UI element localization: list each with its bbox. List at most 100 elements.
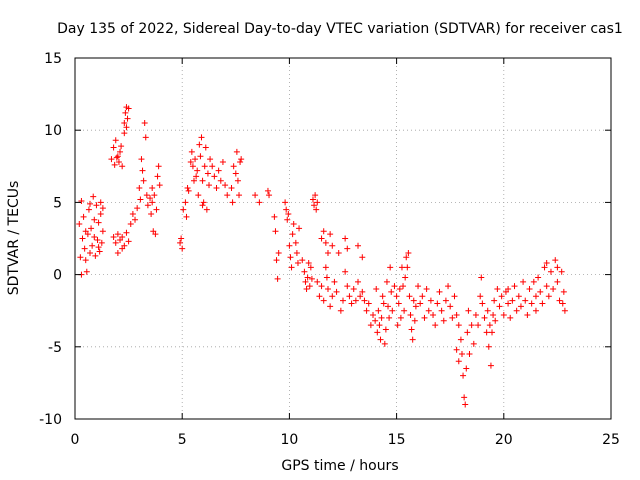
data-point (490, 312, 497, 319)
data-point (445, 283, 452, 290)
grid-lines (75, 58, 611, 419)
y-tick-label: 10 (44, 123, 62, 139)
data-point (421, 314, 428, 321)
data-point (346, 293, 353, 300)
data-point (442, 297, 449, 304)
data-point (123, 124, 130, 131)
data-point (387, 264, 394, 271)
data-point (304, 274, 311, 281)
data-point (256, 199, 263, 206)
data-point (98, 239, 105, 246)
data-point (312, 192, 319, 199)
data-point (461, 394, 468, 401)
data-point (365, 300, 372, 307)
data-point (405, 249, 412, 256)
data-point (397, 314, 404, 321)
data-point (266, 192, 273, 199)
data-point (115, 158, 122, 165)
data-point (99, 205, 106, 212)
data-point (184, 184, 191, 191)
data-point (307, 264, 314, 271)
data-point (194, 167, 201, 174)
data-point (491, 297, 498, 304)
data-point (335, 249, 342, 256)
data-point (320, 228, 327, 235)
data-point (348, 300, 355, 307)
data-point (515, 293, 522, 300)
data-point (177, 239, 184, 246)
data-point (125, 105, 132, 112)
data-point (125, 238, 132, 245)
data-point (92, 252, 99, 259)
data-point (79, 235, 86, 242)
data-point (340, 297, 346, 304)
data-point (306, 283, 313, 290)
data-point (539, 300, 546, 307)
data-point (293, 249, 300, 256)
data-point (561, 307, 568, 314)
data-point (149, 184, 156, 191)
data-point (318, 283, 325, 290)
data-point (559, 300, 566, 307)
data-point (114, 153, 121, 160)
data-point (76, 221, 83, 228)
data-point (530, 278, 537, 285)
data-point (528, 300, 535, 307)
data-point (318, 235, 325, 242)
data-point (509, 297, 516, 304)
data-point (543, 260, 550, 267)
data-point (451, 293, 458, 300)
data-point (393, 293, 400, 300)
data-point (470, 340, 477, 347)
data-point (402, 274, 409, 281)
data-point (119, 245, 126, 252)
data-point (198, 134, 205, 141)
data-point (287, 254, 294, 261)
data-point (111, 161, 118, 168)
data-point (112, 239, 119, 246)
data-point (179, 245, 186, 252)
data-point (142, 134, 149, 141)
data-point (552, 257, 559, 264)
data-point (110, 234, 117, 241)
data-point (359, 288, 366, 295)
data-point (411, 317, 418, 324)
data-point (344, 283, 351, 290)
data-point (477, 293, 484, 300)
data-point (238, 156, 245, 163)
x-tick-label: 20 (495, 432, 513, 448)
data-point (465, 307, 472, 314)
data-point (114, 231, 121, 238)
data-point (507, 314, 514, 321)
data-point (156, 182, 163, 189)
data-point (121, 119, 128, 126)
data-point (560, 288, 567, 295)
data-point (189, 163, 196, 170)
x-tick-label: 15 (388, 432, 406, 448)
data-point (136, 184, 143, 191)
data-point (455, 322, 462, 329)
data-point (378, 314, 385, 321)
data-point (374, 329, 381, 336)
data-point (388, 288, 395, 295)
data-point (132, 216, 139, 223)
data-point (178, 235, 185, 242)
data-point (398, 264, 405, 271)
data-point (492, 317, 499, 324)
data-point (153, 206, 160, 213)
data-point (436, 288, 443, 295)
data-point (383, 278, 390, 285)
data-point (199, 202, 206, 209)
data-point (213, 184, 220, 191)
data-point (123, 229, 130, 236)
data-point (87, 249, 94, 256)
data-point (84, 231, 91, 238)
data-point (483, 329, 490, 336)
data-point (359, 254, 366, 261)
data-point (472, 312, 479, 319)
data-point (323, 274, 330, 281)
data-point (271, 213, 278, 220)
data-point (333, 288, 340, 295)
data-point (381, 340, 388, 347)
data-point (344, 245, 351, 252)
